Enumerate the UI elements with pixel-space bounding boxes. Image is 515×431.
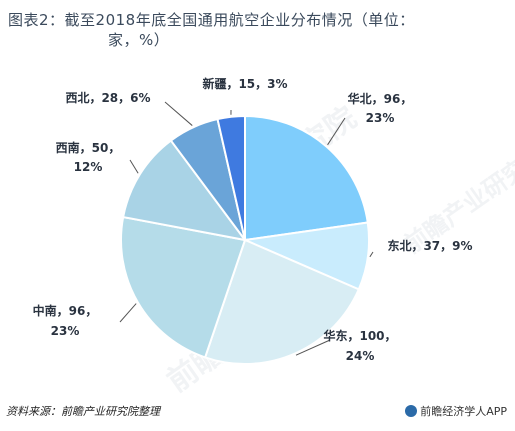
leader-line [164,101,193,126]
data-label-西北: 西北，28，6% [65,90,150,105]
source-note: 资料来源：前瞻产业研究院整理 [6,405,160,418]
footer: 资料来源：前瞻产业研究院整理 前瞻经济学人APP [6,403,509,423]
data-label-华北: 华北，96， [348,91,413,106]
leader-line [295,339,331,356]
data-label-percent-华东: 24% [346,349,375,363]
pie-slice-西南 [121,139,248,242]
data-label-新疆: 新疆，15，3% [202,76,287,91]
chart-title-line2: 家，%） [108,31,170,49]
data-label-中南: 中南，96， [33,303,98,318]
data-label-华东: 华东，100， [323,328,396,343]
pie-slice-中南 [120,215,247,359]
leader-line [369,251,374,258]
leader-line [119,303,137,323]
pie-slice-华东 [203,238,361,365]
data-label-percent-中南: 23% [51,324,80,338]
data-label-percent-华北: 23% [366,111,395,125]
pie-slice-新疆 [216,114,246,241]
chart-title-line1: 图表2：截至2018年底全国通用航空企业分布情况（单位： [8,11,415,29]
app-credit-text: 前瞻经济学人APP [420,405,507,418]
leader-line [327,117,346,146]
data-label-西南: 西南，50， [56,140,121,155]
data-label-东北: 东北，37，9% [387,238,472,253]
pie-slice-华北 [244,114,369,242]
leader-line [129,159,139,174]
app-logo-icon [405,405,418,417]
chart-title: 图表2：截至2018年底全国通用航空企业分布情况（单位： 家，%） [8,10,508,50]
data-label-percent-西南: 12% [74,160,103,174]
app-credit: 前瞻经济学人APP [405,403,507,419]
